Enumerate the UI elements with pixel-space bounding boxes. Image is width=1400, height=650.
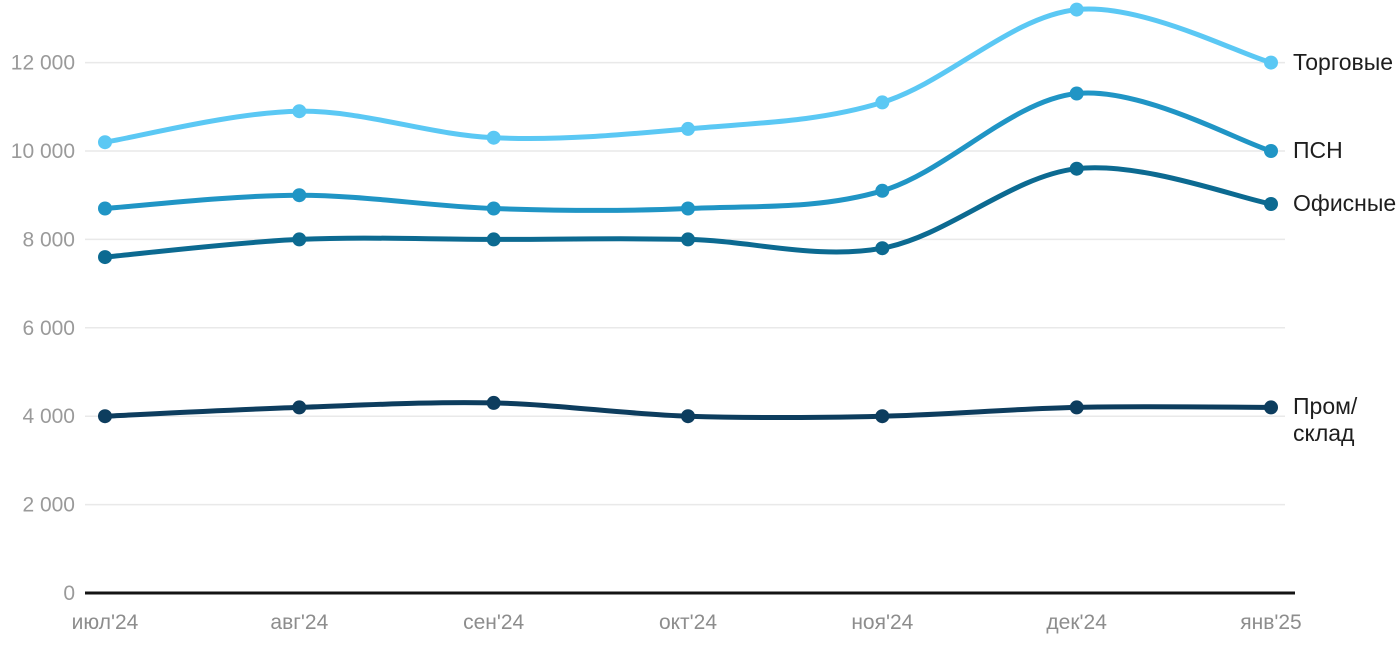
series-label-torgovye: Торговые <box>1293 48 1394 75</box>
data-point-s3-3[interactable] <box>681 409 695 424</box>
series-label-ofisnye: Офисные <box>1293 190 1397 217</box>
x-axis-tick-label: июл'24 <box>72 611 139 634</box>
data-point-s3-1[interactable] <box>292 400 307 415</box>
data-point-s3-6[interactable] <box>1264 400 1278 415</box>
data-point-s1-1[interactable] <box>292 188 307 203</box>
y-axis-tick-label: 2 000 <box>22 494 75 517</box>
data-point-s0-4[interactable] <box>875 95 890 110</box>
data-point-s0-0[interactable] <box>98 135 112 150</box>
y-axis-tick-label: 10 000 <box>11 140 75 163</box>
x-axis-tick-label: ноя'24 <box>851 611 913 634</box>
y-axis-tick-label: 4 000 <box>22 405 75 428</box>
data-point-s0-6[interactable] <box>1264 55 1278 70</box>
data-point-s2-3[interactable] <box>681 232 695 247</box>
data-point-s2-0[interactable] <box>98 250 112 265</box>
data-point-s1-5[interactable] <box>1069 86 1084 101</box>
data-point-s0-2[interactable] <box>486 130 501 145</box>
data-point-s2-4[interactable] <box>875 241 890 256</box>
x-axis-tick-label: окт'24 <box>659 611 717 634</box>
data-point-s1-2[interactable] <box>486 201 501 216</box>
data-point-s3-5[interactable] <box>1069 400 1084 415</box>
y-axis-tick-label: 6 000 <box>22 317 75 340</box>
data-point-s0-3[interactable] <box>681 121 695 136</box>
y-axis-tick-label: 12 000 <box>11 52 75 75</box>
y-axis-tick-label: 8 000 <box>22 228 75 251</box>
series-label-prom-sklad: Пром/ склад <box>1293 393 1358 447</box>
data-point-s1-0[interactable] <box>98 201 112 216</box>
data-point-s3-0[interactable] <box>98 409 112 424</box>
data-point-s1-3[interactable] <box>681 201 695 216</box>
data-point-s3-2[interactable] <box>486 395 501 410</box>
y-axis-tick-label: 0 <box>63 582 75 605</box>
data-point-s1-6[interactable] <box>1264 144 1278 158</box>
data-point-s0-5[interactable] <box>1069 2 1084 17</box>
data-point-s2-1[interactable] <box>292 232 307 247</box>
x-axis-tick-label: дек'24 <box>1046 611 1107 634</box>
x-axis-tick-label: авг'24 <box>270 611 328 634</box>
data-point-s3-4[interactable] <box>875 409 890 424</box>
data-point-s1-4[interactable] <box>875 183 890 198</box>
data-point-s2-6[interactable] <box>1264 197 1278 211</box>
data-point-s2-2[interactable] <box>486 232 501 247</box>
x-axis-tick-label: сен'24 <box>463 611 524 634</box>
series-label-psn: ПСН <box>1293 137 1343 163</box>
data-point-s2-5[interactable] <box>1069 161 1084 176</box>
x-axis-tick-label: янв'25 <box>1240 611 1302 634</box>
data-point-s0-1[interactable] <box>292 104 307 119</box>
